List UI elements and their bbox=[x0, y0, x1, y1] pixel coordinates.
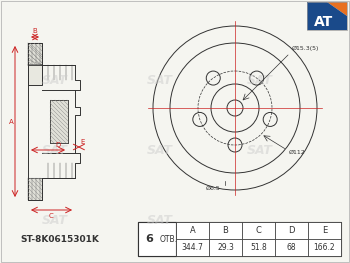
Text: SAT: SAT bbox=[247, 144, 273, 156]
Text: C: C bbox=[256, 226, 261, 235]
Text: SAT: SAT bbox=[147, 144, 173, 156]
Text: SAT: SAT bbox=[247, 73, 273, 87]
Text: SAT: SAT bbox=[147, 214, 173, 226]
Text: Ø15.3(5): Ø15.3(5) bbox=[292, 45, 319, 50]
Text: C: C bbox=[49, 213, 53, 219]
Text: A: A bbox=[9, 119, 13, 125]
Text: 344.7: 344.7 bbox=[182, 243, 203, 252]
FancyBboxPatch shape bbox=[28, 45, 42, 85]
FancyBboxPatch shape bbox=[242, 222, 275, 239]
Text: D: D bbox=[55, 142, 61, 148]
Bar bbox=[50, 100, 68, 143]
Text: B: B bbox=[33, 28, 37, 34]
FancyBboxPatch shape bbox=[308, 239, 341, 256]
FancyBboxPatch shape bbox=[275, 222, 308, 239]
FancyBboxPatch shape bbox=[176, 239, 209, 256]
Text: E: E bbox=[81, 139, 85, 145]
Text: E: E bbox=[322, 226, 327, 235]
FancyBboxPatch shape bbox=[209, 222, 242, 239]
FancyBboxPatch shape bbox=[138, 222, 341, 256]
FancyBboxPatch shape bbox=[242, 239, 275, 256]
FancyBboxPatch shape bbox=[176, 222, 209, 239]
Text: AT: AT bbox=[314, 15, 334, 29]
Text: A: A bbox=[190, 226, 195, 235]
Text: 166.2: 166.2 bbox=[314, 243, 335, 252]
Text: 6: 6 bbox=[145, 234, 153, 244]
Text: SAT: SAT bbox=[147, 73, 173, 87]
Text: SAT: SAT bbox=[42, 73, 68, 87]
Text: 68: 68 bbox=[287, 243, 296, 252]
Text: D: D bbox=[288, 226, 295, 235]
FancyBboxPatch shape bbox=[138, 222, 176, 256]
Text: 51.8: 51.8 bbox=[250, 243, 267, 252]
Bar bbox=[28, 178, 42, 200]
Text: SAT: SAT bbox=[42, 214, 68, 226]
Text: Ø112: Ø112 bbox=[289, 149, 306, 154]
Text: ST-8K0615301K: ST-8K0615301K bbox=[21, 235, 99, 244]
FancyBboxPatch shape bbox=[308, 222, 341, 239]
Text: B: B bbox=[223, 226, 229, 235]
FancyBboxPatch shape bbox=[50, 100, 68, 143]
FancyBboxPatch shape bbox=[209, 239, 242, 256]
Text: Ø6.5: Ø6.5 bbox=[206, 185, 220, 190]
Text: 29.3: 29.3 bbox=[217, 243, 234, 252]
Text: ОТВ.: ОТВ. bbox=[160, 235, 178, 244]
Polygon shape bbox=[307, 2, 347, 30]
Text: SAT: SAT bbox=[42, 144, 68, 156]
Bar bbox=[28, 43, 42, 65]
Polygon shape bbox=[327, 2, 347, 16]
FancyBboxPatch shape bbox=[275, 239, 308, 256]
